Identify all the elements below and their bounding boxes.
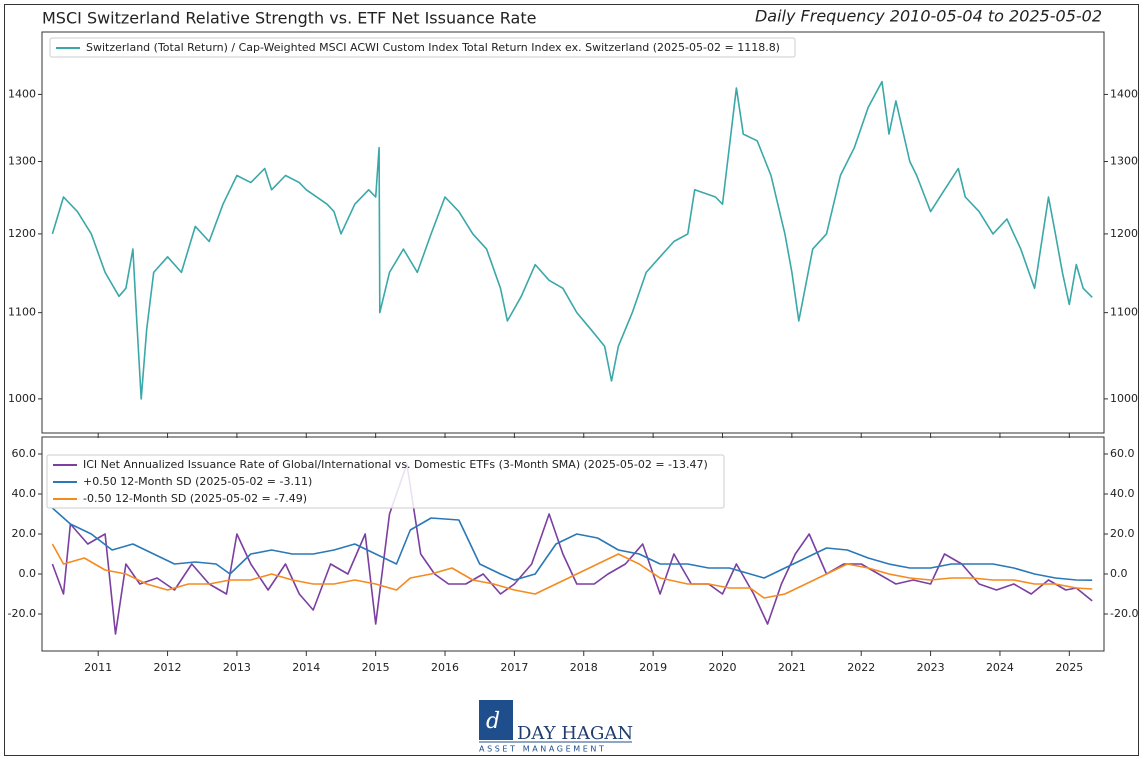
x-tick-label: 2022 xyxy=(847,661,875,674)
chart-title: MSCI Switzerland Relative Strength vs. E… xyxy=(42,9,536,28)
y-tick-label: 0.0 xyxy=(1110,567,1128,580)
y-tick-label: 20.0 xyxy=(1110,527,1135,540)
x-tick-label: 2025 xyxy=(1055,661,1083,674)
y-tick-label: 1000 xyxy=(1110,392,1138,405)
x-tick-label: 2024 xyxy=(986,661,1014,674)
legend-label: +0.50 12-Month SD (2025-05-02 = -3.11) xyxy=(83,475,312,488)
x-tick-label: 2021 xyxy=(778,661,806,674)
y-tick-label: 60.0 xyxy=(1110,447,1135,460)
x-tick-label: 2020 xyxy=(708,661,736,674)
y-tick-label: 60.0 xyxy=(12,447,37,460)
legend-label: -0.50 12-Month SD (2025-05-02 = -7.49) xyxy=(83,492,307,505)
y-tick-label: 20.0 xyxy=(12,527,37,540)
plot-area xyxy=(41,31,1105,434)
legend-label: ICI Net Annualized Issuance Rate of Glob… xyxy=(83,458,708,471)
y-tick-label: 0.0 xyxy=(19,567,37,580)
legend-label: Switzerland (Total Return) / Cap-Weighte… xyxy=(86,41,780,54)
y-tick-label: 1100 xyxy=(8,306,36,319)
x-tick-label: 2017 xyxy=(500,661,528,674)
x-tick-label: 2012 xyxy=(154,661,182,674)
y-tick-label: -20.0 xyxy=(1110,607,1138,620)
y-tick-label: 1000 xyxy=(8,392,36,405)
y-tick-label: 1300 xyxy=(8,154,36,167)
y-tick-label: 1400 xyxy=(1110,87,1138,100)
x-tick-label: 2011 xyxy=(84,661,112,674)
x-tick-label: 2018 xyxy=(570,661,598,674)
series-line xyxy=(51,463,1093,635)
series-line xyxy=(51,543,1093,599)
series-line xyxy=(51,507,1093,581)
series-line xyxy=(51,80,1093,400)
legend-box xyxy=(46,454,725,509)
logo-name: DAY HAGAN xyxy=(517,723,633,744)
y-tick-label: 40.0 xyxy=(12,487,37,500)
frame xyxy=(4,4,1139,756)
x-tick-label: 2023 xyxy=(917,661,945,674)
logo-tagline: ASSET MANAGEMENT xyxy=(479,745,607,754)
logo-glyph: d xyxy=(486,709,500,734)
logo: d DAY HAGAN ASSET MANAGEMENT xyxy=(479,700,633,754)
y-tick-label: 1200 xyxy=(1110,227,1138,240)
x-tick-label: 2014 xyxy=(292,661,320,674)
y-tick-label: 1400 xyxy=(8,87,36,100)
y-tick-label: 1300 xyxy=(1110,154,1138,167)
y-tick-label: 40.0 xyxy=(1110,487,1135,500)
x-tick-label: 2015 xyxy=(362,661,390,674)
legend-box xyxy=(49,37,796,58)
x-tick-label: 2016 xyxy=(431,661,459,674)
y-tick-label: 1200 xyxy=(8,227,36,240)
x-tick-label: 2013 xyxy=(223,661,251,674)
logo-mark xyxy=(479,700,513,740)
x-tick-label: 2019 xyxy=(639,661,667,674)
plot-area xyxy=(41,436,1105,652)
chart-subtitle: Daily Frequency 2010-05-04 to 2025-05-02 xyxy=(755,7,1102,26)
y-tick-label: 1100 xyxy=(1110,306,1138,319)
y-tick-label: -20.0 xyxy=(8,607,36,620)
